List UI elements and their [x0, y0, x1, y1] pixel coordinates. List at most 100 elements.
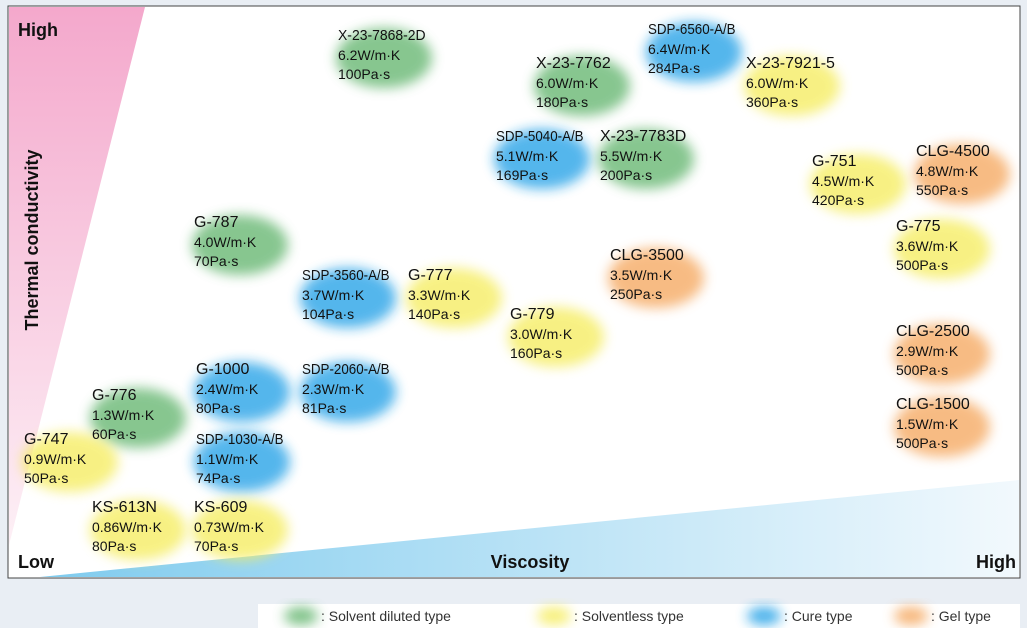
legend-label: : Solvent diluted type	[321, 608, 451, 624]
product-name: SDP-5040-A/B	[496, 128, 584, 145]
product-name: KS-613N	[92, 499, 157, 516]
viscosity: 500Pa·s	[896, 362, 948, 378]
viscosity: 74Pa·s	[196, 470, 240, 486]
viscosity: 420Pa·s	[812, 192, 864, 208]
viscosity: 81Pa·s	[302, 400, 346, 416]
conductivity: 4.0W/m·K	[194, 234, 257, 250]
product-name: G-776	[92, 387, 137, 404]
type-blob	[914, 144, 1010, 204]
conductivity: 3.6W/m·K	[896, 238, 959, 254]
product-name: G-1000	[196, 361, 249, 378]
product-name: CLG-3500	[610, 247, 684, 264]
conductivity: 4.8W/m·K	[916, 163, 979, 179]
product-name: X-23-7783D	[600, 128, 686, 145]
viscosity: 284Pa·s	[648, 60, 700, 76]
type-blob	[194, 362, 290, 422]
type-blob	[192, 215, 288, 275]
type-blob	[534, 56, 630, 116]
product-name: SDP-3560-A/B	[302, 267, 390, 284]
type-blob	[894, 324, 990, 384]
type-blob	[90, 500, 186, 560]
type-blob	[608, 248, 704, 308]
product-name: SDP-1030-A/B	[196, 431, 284, 448]
y-low: Low	[18, 552, 55, 572]
type-blob	[336, 28, 432, 88]
product-name: G-775	[896, 218, 941, 235]
x-axis-label: Viscosity	[491, 552, 570, 572]
conductivity: 0.9W/m·K	[24, 451, 87, 467]
conductivity: 0.73W/m·K	[194, 519, 265, 535]
conductivity: 6.0W/m·K	[746, 75, 809, 91]
viscosity: 250Pa·s	[610, 286, 662, 302]
viscosity: 500Pa·s	[896, 257, 948, 273]
viscosity: 169Pa·s	[496, 167, 548, 183]
plot-frame	[7, 5, 1021, 579]
product-name: CLG-2500	[896, 323, 970, 340]
viscosity: 80Pa·s	[92, 538, 136, 554]
viscosity: 104Pa·s	[302, 306, 354, 322]
conductivity: 2.9W/m·K	[896, 343, 959, 359]
y-high: High	[18, 20, 58, 40]
legend-swatch	[747, 607, 781, 625]
type-blob	[192, 500, 288, 560]
product-name: G-787	[194, 214, 239, 231]
legend-label: : Cure type	[784, 608, 853, 624]
product-name: X-23-7868-2D	[338, 27, 426, 44]
conductivity: 2.4W/m·K	[196, 381, 259, 397]
type-blob	[894, 397, 990, 457]
product-name: KS-609	[194, 499, 247, 516]
legend-label: : Gel type	[931, 608, 991, 624]
viscosity: 60Pa·s	[92, 426, 136, 442]
viscosity: 180Pa·s	[536, 94, 588, 110]
conductivity: 2.3W/m·K	[302, 381, 365, 397]
conductivity-wedge	[9, 7, 145, 545]
conductivity: 5.5W/m·K	[600, 148, 663, 164]
type-blob	[894, 219, 990, 279]
type-blob	[22, 432, 118, 492]
type-blob	[646, 22, 742, 82]
conductivity: 3.7W/m·K	[302, 287, 365, 303]
viscosity: 200Pa·s	[600, 167, 652, 183]
product-name: CLG-4500	[916, 143, 990, 160]
legend-swatch	[284, 607, 318, 625]
conductivity: 6.0W/m·K	[536, 75, 599, 91]
viscosity: 140Pa·s	[408, 306, 460, 322]
product-name: X-23-7921-5	[746, 55, 835, 72]
viscosity: 360Pa·s	[746, 94, 798, 110]
conductivity: 1.5W/m·K	[896, 416, 959, 432]
type-blob	[406, 268, 502, 328]
product-name: CLG-1500	[896, 396, 970, 413]
conductivity: 3.3W/m·K	[408, 287, 471, 303]
y-axis-label: Thermal conductivity	[22, 149, 42, 330]
conductivity: 1.1W/m·K	[196, 451, 259, 467]
viscosity: 500Pa·s	[896, 435, 948, 451]
x-high: High	[976, 552, 1016, 572]
conductivity: 6.2W/m·K	[338, 47, 401, 63]
product-name: SDP-2060-A/B	[302, 361, 390, 378]
type-blob	[508, 307, 604, 367]
viscosity: 550Pa·s	[916, 182, 968, 198]
conductivity: 1.3W/m·K	[92, 407, 155, 423]
product-name: G-747	[24, 431, 69, 448]
conductivity: 6.4W/m·K	[648, 41, 711, 57]
type-blob	[194, 432, 290, 492]
type-blob	[598, 129, 694, 189]
legend-swatch	[894, 607, 928, 625]
viscosity: 100Pa·s	[338, 66, 390, 82]
product-name: G-777	[408, 267, 453, 284]
legend-swatch	[537, 607, 571, 625]
viscosity: 50Pa·s	[24, 470, 68, 486]
product-name: X-23-7762	[536, 55, 611, 72]
type-blob	[300, 268, 396, 328]
conductivity: 4.5W/m·K	[812, 173, 875, 189]
viscosity: 160Pa·s	[510, 345, 562, 361]
conductivity: 3.5W/m·K	[610, 267, 673, 283]
legend-box	[258, 604, 1020, 628]
type-blob	[810, 154, 906, 214]
type-blob	[300, 362, 396, 422]
conductivity: 5.1W/m·K	[496, 148, 559, 164]
product-name: SDP-6560-A/B	[648, 21, 736, 38]
viscosity: 70Pa·s	[194, 538, 238, 554]
type-blob	[90, 388, 186, 448]
